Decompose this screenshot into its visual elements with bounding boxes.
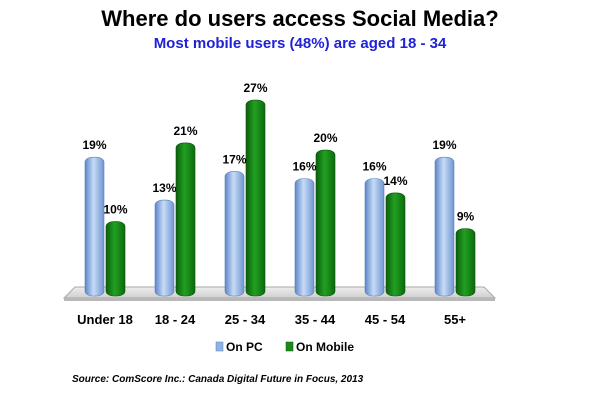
value-label-on-mobile-25-34: 27% [243, 81, 267, 95]
bar-on-pc-55 [434, 156, 455, 297]
bar-on-mobile-under-18 [105, 221, 126, 297]
chart-subtitle: Most mobile users (48%) are aged 18 - 34 [153, 35, 447, 52]
value-label-on-mobile-55: 9% [457, 210, 475, 224]
bar-on-mobile-45-54 [385, 192, 406, 297]
value-label-on-pc-18-24: 13% [152, 181, 176, 195]
bar-on-mobile-18-24 [175, 142, 196, 297]
chart-floor [62, 286, 497, 299]
bar-on-pc-18-24 [154, 199, 175, 297]
bar-on-mobile-25-34 [245, 99, 266, 297]
value-label-on-mobile-35-44: 20% [313, 131, 337, 145]
value-label-on-mobile-under-18: 10% [103, 203, 127, 217]
value-label-on-pc-45-54: 16% [362, 160, 386, 174]
legend-swatch-on-mobile [285, 341, 294, 352]
value-label-on-pc-35-44: 16% [292, 160, 316, 174]
bar-on-mobile-55 [455, 228, 476, 297]
chart-title: Where do users access Social Media? [101, 6, 499, 31]
value-label-on-pc-under-18: 19% [82, 138, 106, 152]
category-label: 45 - 54 [365, 312, 406, 327]
value-label-on-mobile-18-24: 21% [173, 124, 197, 138]
category-label: 25 - 34 [225, 312, 266, 327]
chart-floor-edge [64, 298, 495, 301]
value-label-on-pc-25-34: 17% [222, 152, 246, 166]
bar-on-mobile-35-44 [315, 149, 336, 297]
source-note: Source: ComScore Inc.: Canada Digital Fu… [72, 374, 364, 385]
bar-on-pc-25-34 [224, 171, 245, 297]
category-label: 18 - 24 [155, 312, 196, 327]
value-label-on-pc-55: 19% [432, 138, 456, 152]
category-label: 55+ [444, 312, 466, 327]
value-label-on-mobile-45-54: 14% [383, 174, 407, 188]
bar-on-pc-under-18 [84, 156, 105, 297]
legend-label-on-pc: On PC [226, 340, 263, 354]
legend-swatch-on-pc [215, 341, 224, 352]
bar-on-pc-45-54 [364, 178, 385, 297]
legend-label-on-mobile: On Mobile [296, 340, 354, 354]
category-label: 35 - 44 [295, 312, 336, 327]
bar-on-pc-35-44 [294, 178, 315, 297]
category-label: Under 18 [77, 312, 133, 327]
